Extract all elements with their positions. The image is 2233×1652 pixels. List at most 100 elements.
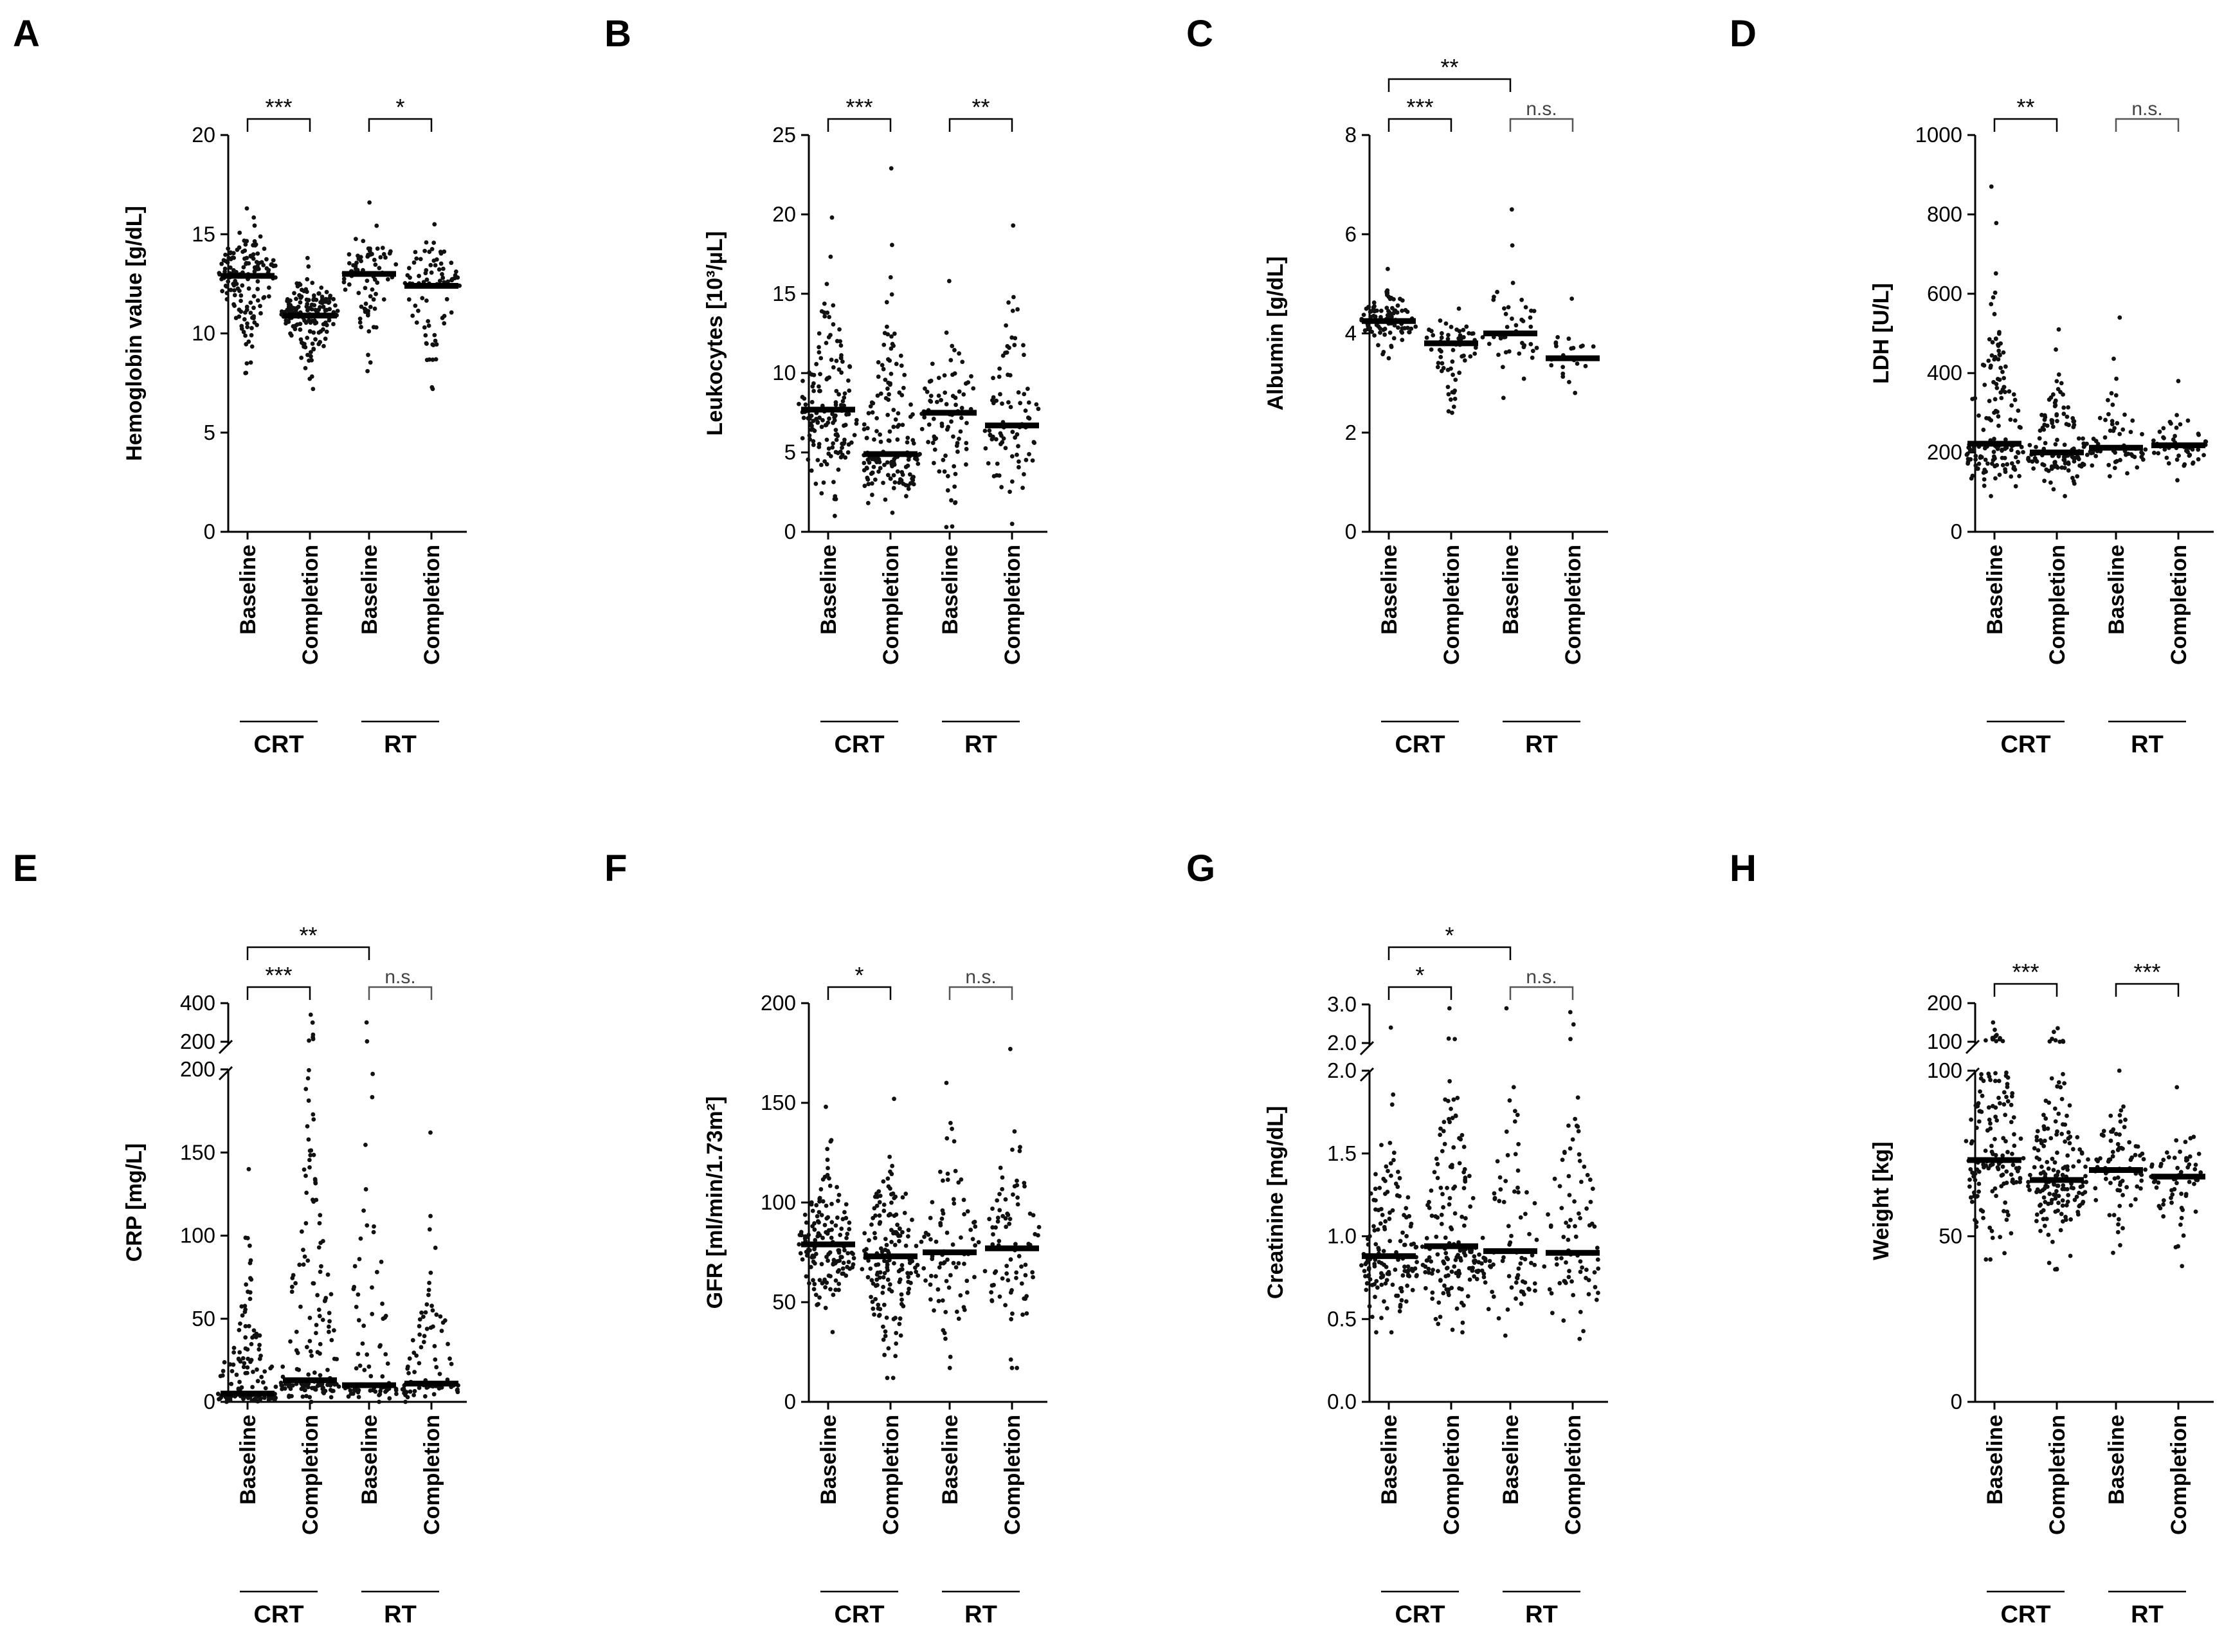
data-point	[2034, 458, 2038, 463]
data-point	[836, 1199, 840, 1203]
data-point	[911, 475, 916, 480]
data-point	[2110, 1129, 2115, 1134]
data-point	[2032, 1146, 2037, 1151]
data-point	[269, 262, 274, 268]
data-point	[1467, 1277, 1472, 1282]
data-point	[223, 252, 228, 257]
data-point	[2061, 1039, 2066, 1044]
x-category-label: Baseline	[1499, 545, 1523, 635]
data-point	[1388, 330, 1393, 335]
data-point	[261, 295, 266, 300]
data-point	[1405, 1284, 1410, 1288]
data-point	[1383, 1219, 1388, 1224]
data-point	[836, 367, 842, 372]
data-point	[1460, 1214, 1465, 1219]
data-point	[1595, 1257, 1600, 1262]
data-point	[1980, 1093, 1985, 1098]
data-point	[1464, 324, 1469, 329]
data-point	[237, 1327, 242, 1332]
data-point	[375, 280, 380, 285]
data-point	[2106, 397, 2110, 403]
data-point	[1364, 1281, 1370, 1285]
data-point	[877, 1221, 882, 1226]
data-point	[2065, 1164, 2070, 1169]
data-point	[432, 222, 437, 227]
data-point	[1557, 1281, 1562, 1285]
data-point	[2043, 1199, 2048, 1204]
data-point	[1488, 1264, 1492, 1269]
data-point	[1566, 1237, 1571, 1242]
data-point	[244, 255, 249, 260]
data-point	[934, 1274, 938, 1279]
data-point	[1987, 399, 1992, 403]
data-point	[2174, 1138, 2179, 1143]
data-point	[831, 441, 836, 446]
data-point	[245, 321, 249, 326]
y-tick-label-upper: 400	[180, 991, 215, 1015]
data-point	[1449, 1269, 1454, 1275]
data-point	[1572, 1199, 1577, 1204]
data-point	[870, 470, 875, 475]
data-point	[1515, 1168, 1521, 1173]
data-point	[1993, 1186, 1998, 1191]
data-point	[1444, 1266, 1449, 1271]
data-point	[803, 402, 808, 407]
data-point	[1460, 1287, 1464, 1292]
data-point	[2038, 1171, 2043, 1176]
data-point	[885, 1249, 890, 1253]
data-point	[1388, 1239, 1393, 1244]
data-point	[426, 319, 431, 323]
data-point	[224, 297, 230, 302]
data-point	[811, 1255, 817, 1259]
data-point	[1483, 1280, 1488, 1285]
data-point	[2135, 1184, 2140, 1189]
data-point	[282, 1386, 287, 1391]
data-point	[1982, 383, 1987, 387]
data-point	[1022, 472, 1026, 477]
data-point	[2003, 390, 2007, 395]
data-point	[970, 1237, 975, 1242]
data-point	[931, 416, 936, 421]
data-point	[836, 392, 842, 397]
data-point	[2061, 412, 2066, 416]
data-point	[303, 1174, 308, 1178]
data-point	[945, 474, 950, 478]
data-point	[831, 480, 836, 485]
data-point	[2045, 1159, 2050, 1165]
data-point	[964, 462, 968, 467]
data-point	[2064, 1203, 2069, 1208]
data-point	[1384, 1278, 1389, 1283]
y-axis-label: Hemoglobin value [g/dL]	[122, 206, 147, 461]
data-point	[2129, 1155, 2135, 1160]
data-point	[2050, 424, 2056, 430]
data-point	[1435, 1252, 1440, 1257]
data-point	[221, 1368, 226, 1374]
data-point	[244, 370, 249, 376]
data-point	[2047, 1260, 2052, 1266]
data-point	[328, 293, 333, 298]
data-point	[2119, 1108, 2124, 1113]
data-point	[252, 269, 257, 274]
data-point	[1385, 1271, 1390, 1276]
data-point	[365, 368, 370, 374]
data-point	[1034, 402, 1039, 407]
data-point	[2184, 448, 2189, 453]
data-point	[417, 1385, 422, 1390]
data-point	[824, 282, 829, 287]
data-point	[1424, 1258, 1429, 1263]
data-point	[867, 1238, 871, 1243]
data-point	[817, 345, 821, 350]
data-point	[1566, 1123, 1571, 1128]
data-point	[898, 1316, 903, 1321]
data-point	[866, 482, 871, 487]
x-category-label: Completion	[1561, 545, 1586, 665]
data-point	[2121, 1104, 2126, 1109]
data-point	[2050, 1156, 2055, 1161]
data-point	[431, 259, 437, 263]
data-point	[833, 496, 838, 502]
data-point	[1366, 323, 1371, 329]
y-tick-label-upper: 2.0	[1327, 1031, 1357, 1055]
data-point	[2028, 1172, 2032, 1177]
data-point	[1008, 1046, 1013, 1051]
